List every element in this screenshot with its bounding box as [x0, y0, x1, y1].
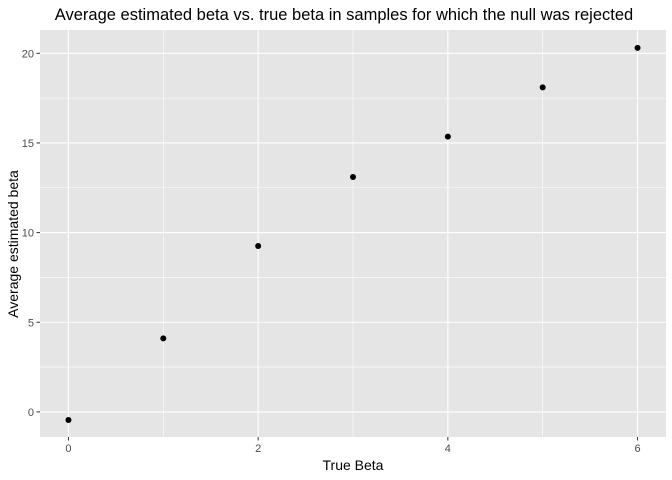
x-tick-label: 2 — [255, 443, 261, 455]
major-gridlines — [40, 30, 666, 437]
y-tick-label: 0 — [28, 407, 34, 419]
data-point — [255, 243, 262, 250]
chart-title: Average estimated beta vs. true beta in … — [55, 6, 633, 24]
y-axis-title: Average estimated beta — [5, 170, 21, 318]
minor-gridlines — [40, 30, 666, 437]
data-point — [539, 84, 546, 91]
data-point — [444, 133, 451, 140]
y-tick-label: 20 — [22, 48, 34, 60]
x-tick-label: 4 — [445, 443, 451, 455]
x-axis-ticks: 0 2 4 6 — [65, 437, 641, 455]
data-point — [634, 44, 641, 51]
data-point — [65, 416, 72, 423]
data-point — [160, 335, 167, 342]
y-axis-ticks: 0 5 10 15 20 — [22, 48, 40, 419]
y-tick-label: 15 — [22, 138, 34, 150]
data-points — [65, 44, 641, 423]
y-tick-label: 10 — [22, 228, 34, 240]
x-tick-label: 6 — [634, 443, 640, 455]
x-tick-label: 0 — [65, 443, 71, 455]
x-axis-title: True Beta — [323, 457, 384, 473]
y-tick-label: 5 — [28, 317, 34, 329]
data-point — [350, 174, 356, 181]
